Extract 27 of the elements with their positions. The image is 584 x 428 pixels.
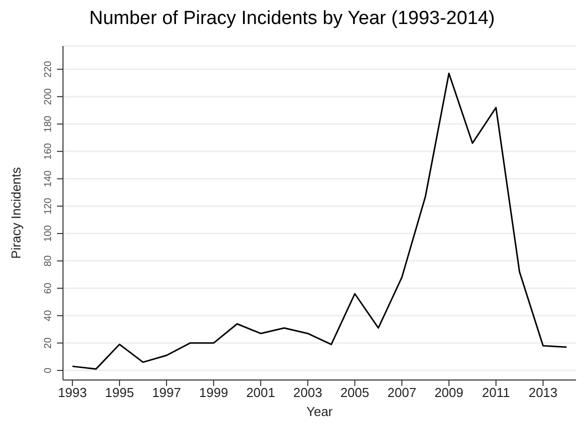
x-tick-label: 1993: [58, 385, 87, 400]
y-tick-label: 40: [43, 310, 54, 322]
y-tick-label: 200: [43, 88, 54, 105]
y-tick-label: 60: [43, 282, 54, 294]
y-tick-label: 140: [43, 170, 54, 188]
chart-title: Number of Piracy Incidents by Year (1993-2014): [88, 8, 496, 31]
x-tick-label: 1999: [199, 385, 228, 400]
y-tick-label: 20: [43, 337, 54, 349]
x-tick-label: 2001: [246, 385, 276, 400]
y-tick-label: 80: [43, 254, 54, 266]
x-tick-label: 1997: [152, 385, 181, 400]
line-series: [72, 72, 568, 370]
y-tick-label: 180: [43, 115, 54, 132]
y-tick-label: 220: [43, 60, 54, 78]
x-tick-label: 2011: [482, 385, 510, 400]
x-tick-label: 2003: [293, 385, 322, 400]
y-tick-label: 100: [43, 224, 54, 242]
x-axis-title: Year: [306, 404, 334, 419]
y-axis-title: Piracy Incidents: [8, 166, 24, 259]
x-tick-label: 2007: [387, 385, 416, 400]
x-tick-label: 2005: [340, 385, 370, 400]
y-tick-label: 120: [43, 197, 54, 214]
x-tick-label: 1995: [105, 385, 134, 400]
x-tick-label: 2013: [528, 385, 558, 400]
y-tick-label: 0: [43, 367, 54, 374]
x-tick-label: 2009: [434, 385, 464, 400]
y-tick-label: 160: [43, 142, 54, 160]
